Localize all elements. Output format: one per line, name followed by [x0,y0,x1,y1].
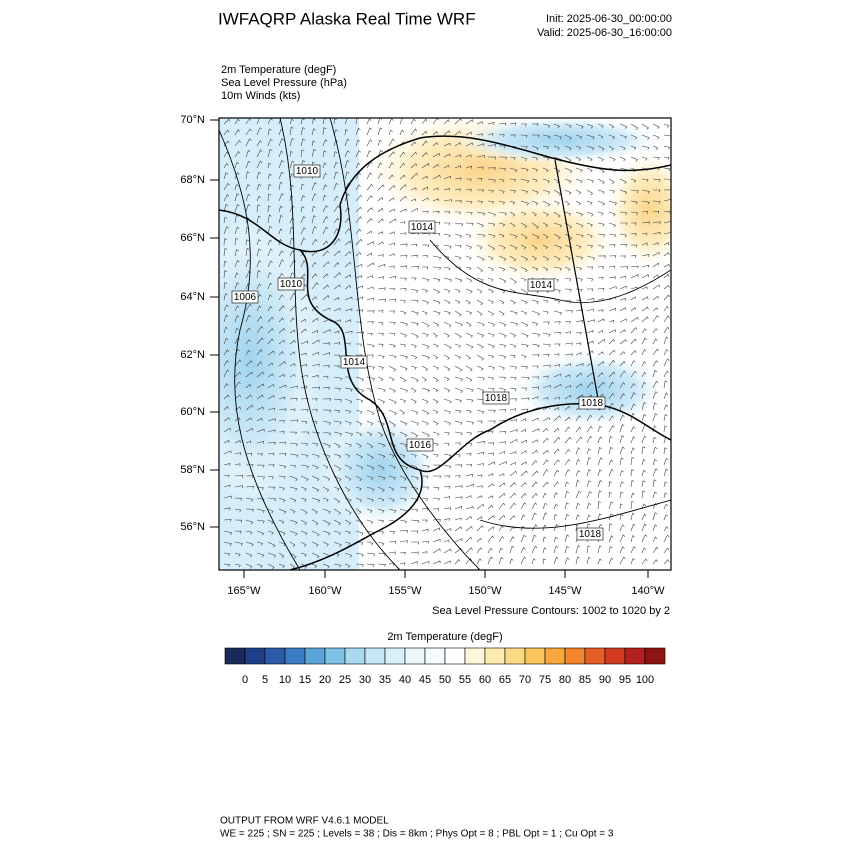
colorbar-tick-label: 75 [539,674,551,686]
colorbar-tick-label: 10 [279,674,291,686]
colorbar-swatch [304,647,326,665]
colorbar-tick-label: 30 [359,674,371,686]
footer-line: OUTPUT FROM WRF V4.6.1 MODEL [220,816,389,827]
colorbar-swatch [264,647,286,665]
contour-label: 1014 [530,280,553,291]
colorbar-swatch [224,647,246,665]
colorbar-swatch [384,647,406,665]
contour-label-box [576,527,604,541]
lat-label: 60°N [180,406,205,418]
field-label: 2m Temperature (degF) [221,64,336,76]
contour-label-box [527,278,555,292]
contour-label: 1018 [485,393,508,404]
lat-label: 70°N [180,114,205,126]
contour-label-box [293,164,321,178]
contour-label: 1018 [579,529,602,540]
lon-label: 155°W [388,585,422,597]
contour-label: 1010 [280,279,303,290]
lon-label: 165°W [227,585,261,597]
map-frame [218,117,672,571]
title: IWFAQRP Alaska Real Time WRF [218,9,476,28]
colorbar-tick-label: 65 [499,674,511,686]
lat-label: 62°N [180,349,205,361]
colorbar-tick-label: 85 [579,674,591,686]
contour-label: 1014 [343,357,366,368]
colorbar-swatch [484,647,506,665]
field-label: 10m Winds (kts) [221,90,300,102]
colorbar-tick-label: 95 [619,674,631,686]
lon-label: 160°W [308,585,342,597]
colorbar-swatch [564,647,586,665]
colorbar-tick-label: 5 [262,674,268,686]
colorbar-swatch [624,647,646,665]
lat-label: 56°N [180,521,205,533]
colorbar-swatch [524,647,546,665]
colorbar-swatch [444,647,466,665]
colorbar-swatch [464,647,486,665]
contour-label: 1018 [581,398,604,409]
field-label: Sea Level Pressure (hPa) [221,77,347,89]
colorbar-tick-label: 25 [339,674,351,686]
contour-label-box [231,290,259,304]
colorbar-tick-label: 50 [439,674,451,686]
lon-label: 150°W [468,585,502,597]
lat-label: 64°N [180,291,205,303]
colorbar-tick-label: 60 [479,674,491,686]
colorbar-swatch [344,647,366,665]
contour-note: Sea Level Pressure Contours: 1002 to 102… [432,605,670,617]
colorbar-swatch [504,647,526,665]
contour-label-box [340,355,368,369]
lat-label: 58°N [180,464,205,476]
colorbar-tick-label: 35 [379,674,391,686]
contour-label: 1016 [409,440,432,451]
colorbar-swatch [544,647,566,665]
colorbar-tick-label: 20 [319,674,331,686]
lon-label: 140°W [631,585,665,597]
colorbar-tick-label: 80 [559,674,571,686]
lat-label: 66°N [180,232,205,244]
lon-label: 145°W [548,585,582,597]
colorbar-tick-label: 90 [599,674,611,686]
contour-label-box [578,396,606,410]
colorbar-swatch [584,647,606,665]
colorbar-swatch [644,647,666,665]
colorbar-tick-label: 70 [519,674,531,686]
colorbar-swatch [424,647,446,665]
colorbar-title: 2m Temperature (degF) [387,631,502,643]
colorbar-swatch [324,647,346,665]
init-time: Init: 2025-06-30_00:00:00 [546,13,672,25]
colorbar-swatch [284,647,306,665]
colorbar-swatch [364,647,386,665]
colorbar-tick-label: 55 [459,674,471,686]
map-area [219,118,671,570]
colorbar-swatch [404,647,426,665]
lat-label: 68°N [180,174,205,186]
colorbar-tick-label: 45 [419,674,431,686]
footer-line: WE = 225 ; SN = 225 ; Levels = 38 ; Dis … [220,829,614,840]
colorbar-tick-label: 40 [399,674,411,686]
colorbar-tick-label: 15 [299,674,311,686]
contour-label-box [408,220,436,234]
contour-label: 1014 [411,222,434,233]
colorbar-swatch [604,647,626,665]
colorbar-tick-label: 0 [242,674,248,686]
colorbar-swatch [244,647,266,665]
valid-time: Valid: 2025-06-30_16:00:00 [537,27,672,39]
colorbar-tick-label: 100 [636,674,654,686]
contour-label: 1006 [234,292,257,303]
contour-label-box [277,277,305,291]
contour-label-box [482,391,510,405]
contour-label: 1010 [296,166,319,177]
contour-label-box [406,438,434,452]
